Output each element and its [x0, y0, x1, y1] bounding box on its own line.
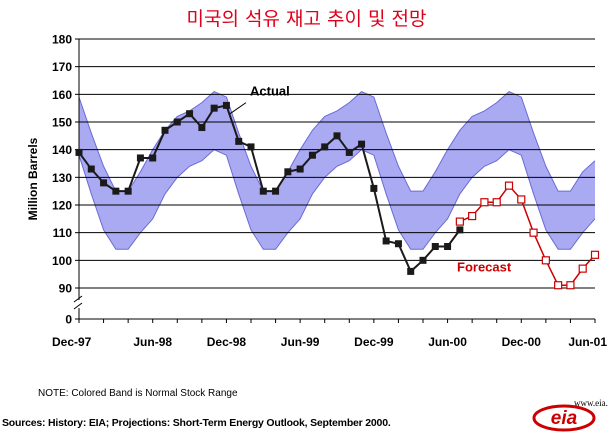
forecast-point	[590, 250, 600, 259]
x-tick-label: Dec-99	[354, 335, 394, 349]
eia-logo-swoosh	[532, 404, 596, 432]
actual-point	[210, 104, 218, 112]
forecast-point	[517, 195, 526, 204]
label-layer: Million Barrels Actual Forecast	[26, 84, 512, 275]
actual-point	[259, 187, 267, 195]
actual-point	[272, 187, 280, 195]
actual-point	[321, 143, 329, 151]
actual-point	[235, 137, 243, 145]
eia-logo: eia	[532, 404, 596, 432]
y-tick-label: 150	[52, 116, 72, 130]
actual-point	[382, 237, 390, 245]
x-tick-label: Jun-00	[428, 335, 467, 349]
actual-point	[87, 165, 95, 173]
actual-point	[100, 179, 108, 187]
actual-point	[136, 154, 144, 162]
forecast-point	[504, 181, 514, 190]
actual-point	[112, 187, 120, 195]
actual-point	[431, 243, 439, 250]
axis-layer: 0 90 100 110 120 130 140 150 160 170 180 Dec-97 Jun-…	[52, 33, 607, 350]
x-tick-label: Dec-97	[52, 335, 92, 349]
actual-point	[456, 226, 464, 234]
y-axis-label: Million Barrels	[26, 137, 40, 220]
y-tick-label: 100	[52, 254, 72, 268]
actual-point	[247, 143, 255, 151]
actual-point	[161, 126, 169, 134]
forecast-point	[554, 281, 563, 290]
actual-point	[296, 165, 304, 173]
forecast-point	[468, 211, 477, 221]
forecast-point	[480, 198, 489, 207]
chart-title: 미국의 석유 재고 추이 및 전망	[186, 8, 427, 30]
y-tick-label: 110	[53, 226, 73, 240]
actual-point	[75, 148, 83, 156]
normal-range-band-layer	[78, 90, 596, 250]
actual-point	[222, 101, 230, 109]
forecast-point	[492, 198, 501, 207]
y-tick-label: 140	[52, 143, 72, 157]
actual-point	[345, 148, 353, 156]
actual-point	[173, 118, 181, 126]
y-tick-label: 180	[52, 33, 72, 47]
x-tick-label: Jun-01	[568, 335, 607, 349]
y-tick-label: 170	[52, 60, 72, 74]
x-tick-label: Jun-98	[133, 335, 172, 349]
axis-break-mark	[73, 302, 83, 310]
axis-break-mark	[73, 295, 83, 303]
actual-point	[124, 187, 132, 195]
x-tick-label: Jun-99	[281, 335, 320, 349]
normal-range-band	[79, 91, 595, 250]
actual-point	[394, 240, 402, 248]
forecast-point	[455, 217, 464, 226]
grid-layer	[79, 38, 595, 289]
actual-series-label: Actual	[250, 84, 290, 99]
series-layer	[75, 101, 600, 290]
chart-note: NOTE: Colored Band is Normal Stock Range	[38, 388, 238, 399]
y-tick-label: 130	[52, 171, 72, 185]
y-tick-label: 90	[59, 282, 73, 296]
forecast-point	[578, 264, 587, 273]
forecast-point	[566, 281, 575, 290]
actual-point	[284, 168, 292, 176]
actual-point	[149, 154, 157, 162]
y-tick-label: 0	[65, 313, 72, 327]
forecast-point	[529, 228, 538, 237]
actual-point	[444, 243, 452, 250]
y-tick-label: 120	[52, 199, 72, 213]
eia-logo-url: www.eia.	[574, 398, 608, 408]
actual-point	[186, 110, 194, 118]
forecast-point	[541, 256, 550, 265]
x-tick-label: Dec-98	[207, 335, 247, 349]
actual-point	[358, 140, 366, 148]
sources-footer: Sources: History: EIA; Projections: Shor…	[2, 417, 391, 429]
eia-logo-text: eia	[551, 408, 578, 429]
actual-point	[370, 184, 378, 192]
actual-point	[333, 132, 341, 140]
actual-point	[419, 256, 427, 264]
x-tick-label: Dec-00	[502, 335, 542, 349]
actual-label-leader	[229, 102, 247, 115]
actual-point	[308, 151, 316, 159]
actual-point	[407, 267, 415, 275]
y-tick-label: 160	[52, 88, 72, 102]
actual-point	[198, 124, 206, 132]
forecast-series-label: Forecast	[457, 259, 512, 274]
